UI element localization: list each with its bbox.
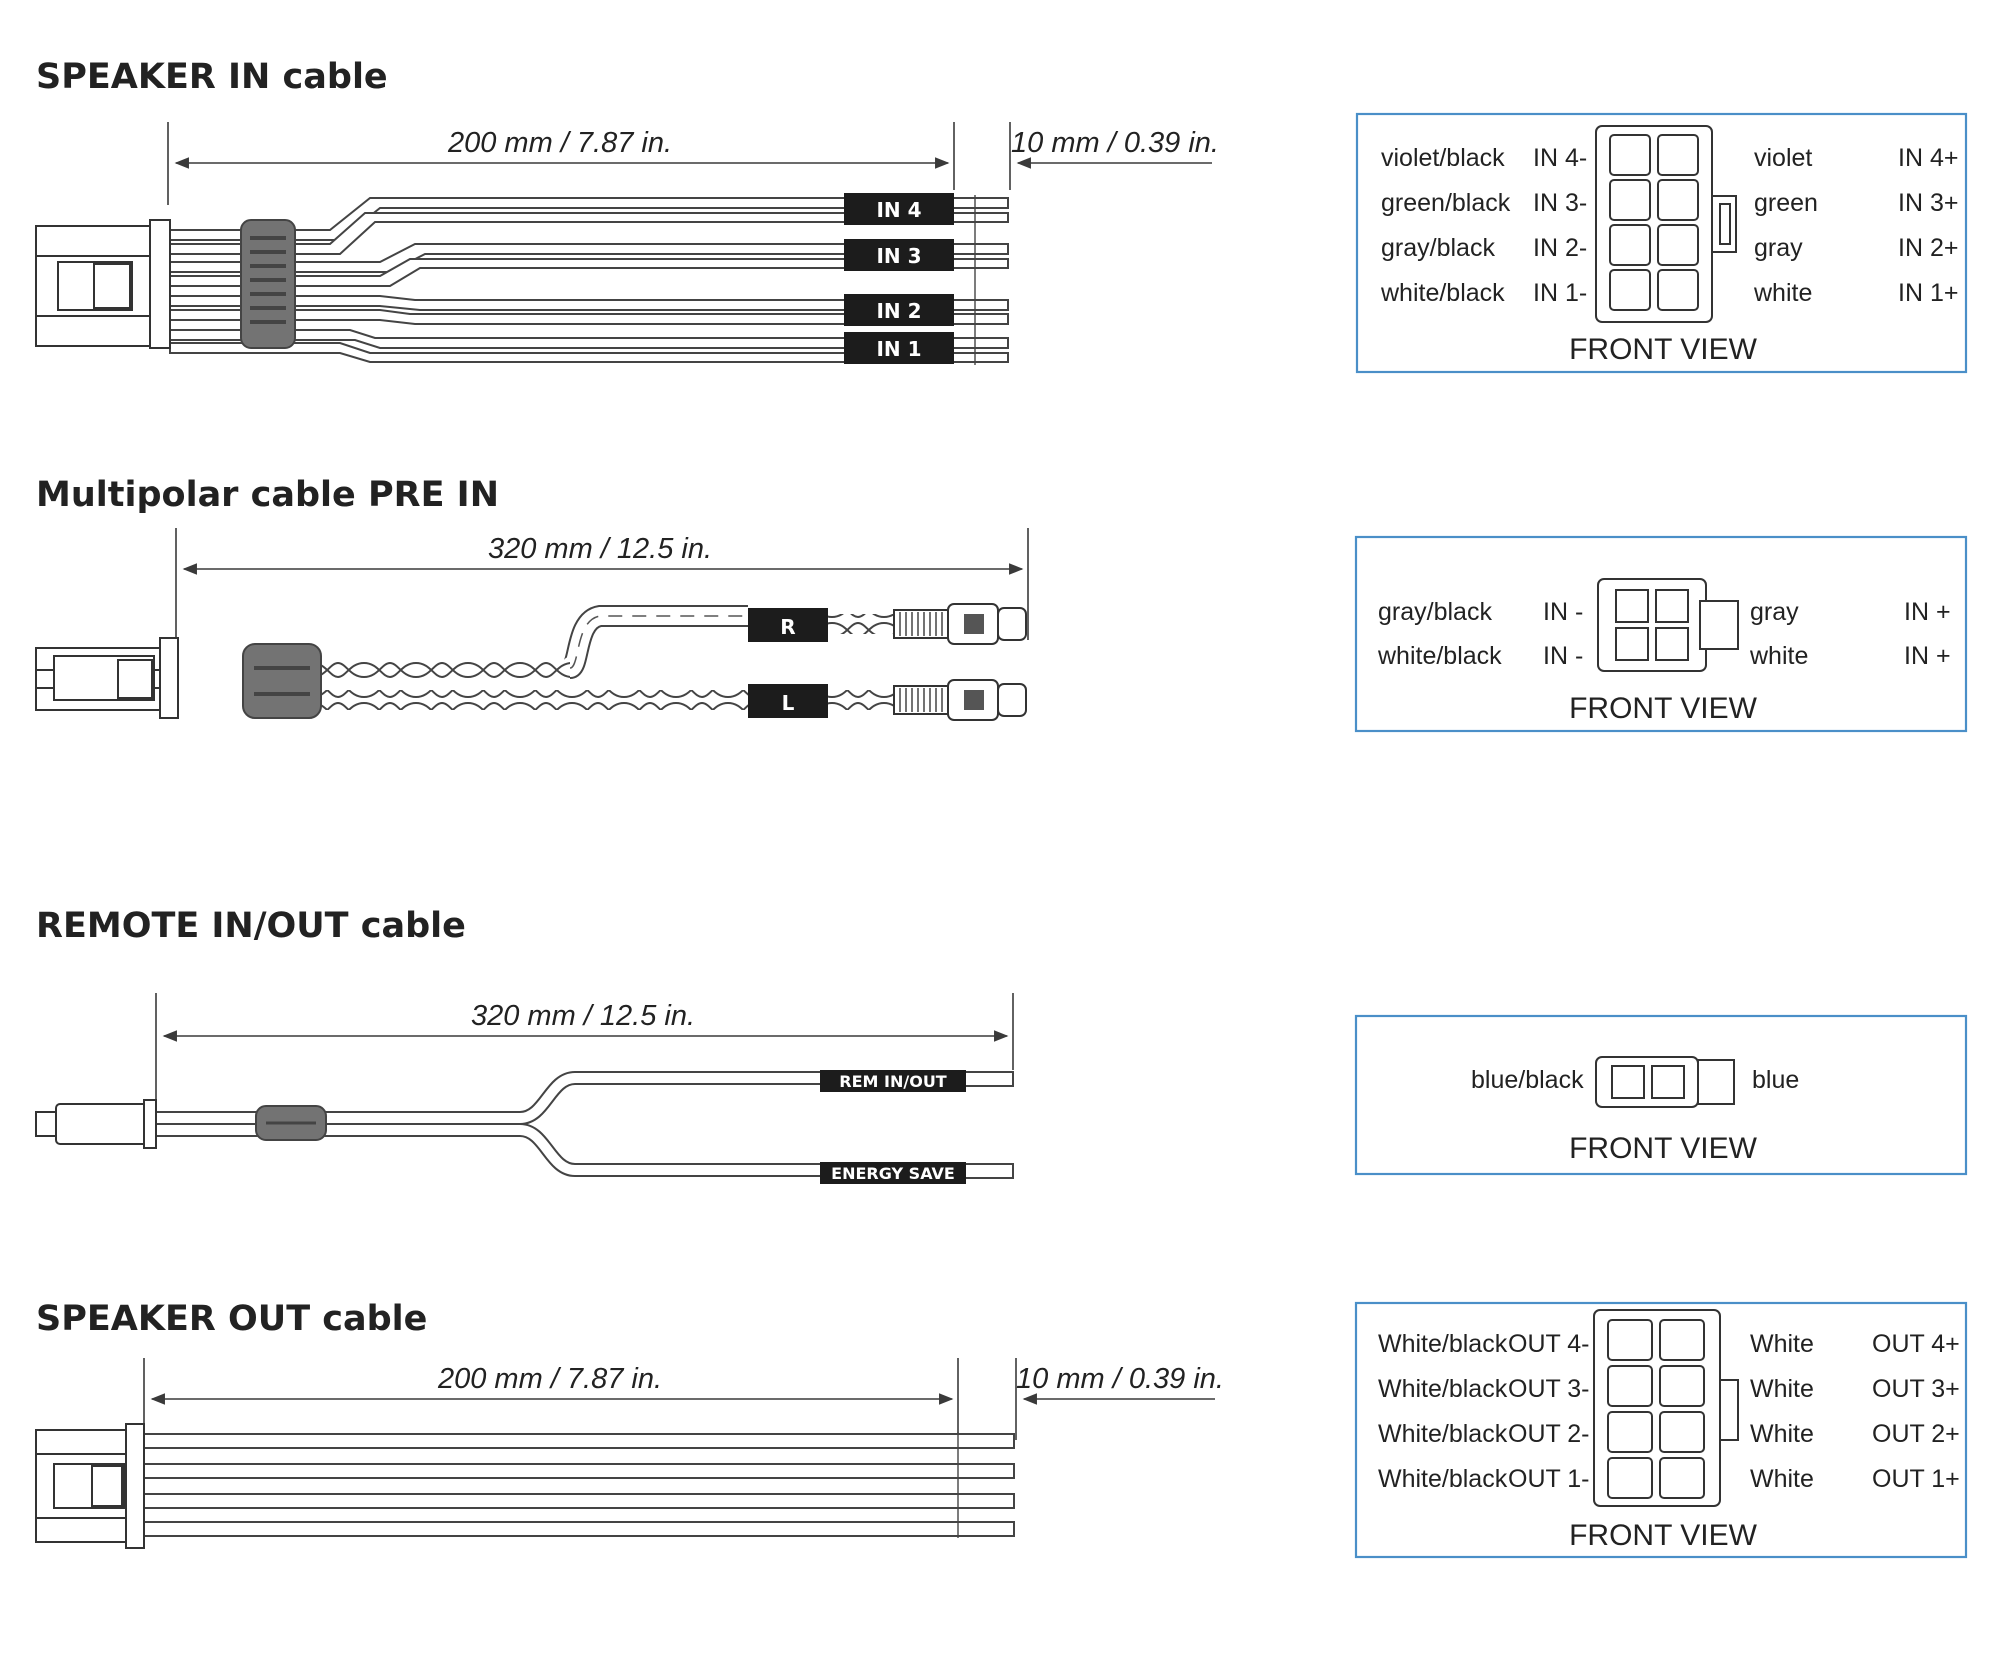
pre-in-connector <box>35 637 179 719</box>
svg-text:IN 3-: IN 3- <box>1533 189 1587 217</box>
svg-text:IN 1-: IN 1- <box>1533 279 1587 307</box>
svg-text:OUT 3+: OUT 3+ <box>1872 1375 1960 1403</box>
svg-text:White: White <box>1750 1375 1814 1403</box>
wire-tag-r: R <box>748 608 828 642</box>
remote-front-view: blue/black blue/black blue FRONT VIEW <box>1354 1014 1968 1176</box>
svg-text:White: White <box>1750 1330 1814 1358</box>
speaker-in-front-view: violet/black green/black gray/black whit… <box>1355 112 1968 374</box>
remote-section: REMOTE IN/OUT cable 320 mm / 12.5 in. RE… <box>35 906 1968 1184</box>
wire-tag-l: L <box>748 684 828 718</box>
pre-in-front-view: gray/black white/black IN - IN - gray wh… <box>1354 535 1968 733</box>
svg-text:IN 1+: IN 1+ <box>1898 279 1958 307</box>
wire-tag-in3: IN 3 <box>844 239 954 271</box>
speaker-out-front-view: White/black White/black White/black Whit… <box>1354 1301 1968 1559</box>
svg-text:gray: gray <box>1750 598 1799 626</box>
wire-tag-energy-save: ENERGY SAVE <box>820 1162 966 1184</box>
speaker-out-wires <box>143 1432 1015 1538</box>
remote-length-label: 320 mm / 12.5 in. <box>471 1000 695 1032</box>
pre-in-twisted-wires <box>320 605 894 710</box>
svg-text:White/black: White/black <box>1378 1465 1508 1493</box>
remote-ferrite <box>255 1105 327 1141</box>
svg-text:OUT 3-: OUT 3- <box>1508 1375 1590 1403</box>
svg-text:IN 4-: IN 4- <box>1533 144 1587 172</box>
svg-text:white/black: white/black <box>1377 642 1502 670</box>
svg-text:IN 2-: IN 2- <box>1533 234 1587 262</box>
svg-text:IN -: IN - <box>1543 598 1583 626</box>
svg-text:White: White <box>1750 1420 1814 1448</box>
wire-tag-rem-in-out: REM IN/OUT <box>820 1070 966 1092</box>
svg-text:OUT 2+: OUT 2+ <box>1872 1420 1960 1448</box>
svg-text:gray: gray <box>1754 234 1803 262</box>
svg-text:IN 4+: IN 4+ <box>1898 144 1958 172</box>
speaker-in-section: SPEAKER IN cable 200 mm / 7.87 in. 10 mm… <box>35 57 1968 374</box>
svg-text:IN 4: IN 4 <box>876 198 921 222</box>
svg-text:green/black: green/black <box>1381 189 1511 217</box>
svg-text:IN -: IN - <box>1543 642 1583 670</box>
svg-text:OUT 4+: OUT 4+ <box>1872 1330 1960 1358</box>
speaker-in-length-label: 200 mm / 7.87 in. <box>447 127 672 159</box>
svg-text:OUT 1-: OUT 1- <box>1508 1465 1590 1493</box>
svg-text:gray/black: gray/black <box>1381 234 1495 262</box>
speaker-in-connector <box>35 219 171 349</box>
pre-in-section: Multipolar cable PRE IN 320 mm / 12.5 in… <box>35 475 1968 733</box>
speaker-in-title: SPEAKER IN cable <box>36 57 388 97</box>
svg-text:FRONT VIEW: FRONT VIEW <box>1569 1519 1757 1552</box>
svg-text:IN 1: IN 1 <box>876 337 921 361</box>
svg-text:L: L <box>782 691 795 715</box>
remote-wires <box>156 1071 1014 1179</box>
svg-text:White/black: White/black <box>1378 1375 1508 1403</box>
svg-text:green: green <box>1754 189 1818 217</box>
svg-text:FRONT VIEW: FRONT VIEW <box>1569 1132 1757 1165</box>
svg-text:OUT 1+: OUT 1+ <box>1872 1465 1960 1493</box>
svg-text:violet: violet <box>1754 144 1812 172</box>
svg-text:blue/black: blue/black <box>1471 1066 1584 1094</box>
pre-in-ferrite <box>242 643 322 719</box>
svg-text:IN 3: IN 3 <box>876 244 921 268</box>
svg-text:ENERGY SAVE: ENERGY SAVE <box>831 1164 955 1183</box>
svg-text:white/black: white/black <box>1380 279 1505 307</box>
svg-text:white: white <box>1749 642 1808 670</box>
remote-connector <box>35 1099 157 1149</box>
speaker-out-section: SPEAKER OUT cable 200 mm / 7.87 in. 10 m… <box>35 1299 1968 1559</box>
speaker-out-connector <box>35 1423 145 1549</box>
speaker-out-length-label: 200 mm / 7.87 in. <box>437 1363 662 1395</box>
speaker-in-ferrite <box>240 219 296 349</box>
svg-text:White/black: White/black <box>1378 1420 1508 1448</box>
svg-text:OUT 2-: OUT 2- <box>1508 1420 1590 1448</box>
svg-text:OUT 4-: OUT 4- <box>1508 1330 1590 1358</box>
speaker-out-title: SPEAKER OUT cable <box>36 1299 427 1339</box>
svg-text:White/black: White/black <box>1378 1330 1508 1358</box>
pre-in-length-label: 320 mm / 12.5 in. <box>488 533 712 565</box>
wire-tag-in4: IN 4 <box>844 193 954 225</box>
speaker-in-strip-label: 10 mm / 0.39 in. <box>1011 127 1219 159</box>
svg-text:IN 3+: IN 3+ <box>1898 189 1958 217</box>
svg-text:FRONT VIEW: FRONT VIEW <box>1569 333 1757 366</box>
svg-text:IN +: IN + <box>1904 598 1951 626</box>
svg-text:REM IN/OUT: REM IN/OUT <box>839 1072 947 1091</box>
wire-tag-in1: IN 1 <box>844 332 954 364</box>
svg-text:IN +: IN + <box>1904 642 1951 670</box>
svg-text:White: White <box>1750 1465 1814 1493</box>
remote-title: REMOTE IN/OUT cable <box>36 906 466 946</box>
rca-plug-r <box>893 603 1027 645</box>
svg-text:R: R <box>780 615 795 639</box>
svg-text:white: white <box>1753 279 1812 307</box>
pre-in-title: Multipolar cable PRE IN <box>36 475 499 515</box>
wire-tag-in2: IN 2 <box>844 294 954 326</box>
svg-text:IN 2: IN 2 <box>876 299 921 323</box>
svg-text:IN 2+: IN 2+ <box>1898 234 1958 262</box>
speaker-out-strip-label: 10 mm / 0.39 in. <box>1016 1363 1224 1395</box>
svg-text:gray/black: gray/black <box>1378 598 1492 626</box>
svg-text:violet/black: violet/black <box>1381 144 1505 172</box>
svg-text:blue: blue <box>1752 1066 1799 1094</box>
svg-text:FRONT VIEW: FRONT VIEW <box>1569 692 1757 725</box>
rca-plug-l <box>893 679 1027 721</box>
